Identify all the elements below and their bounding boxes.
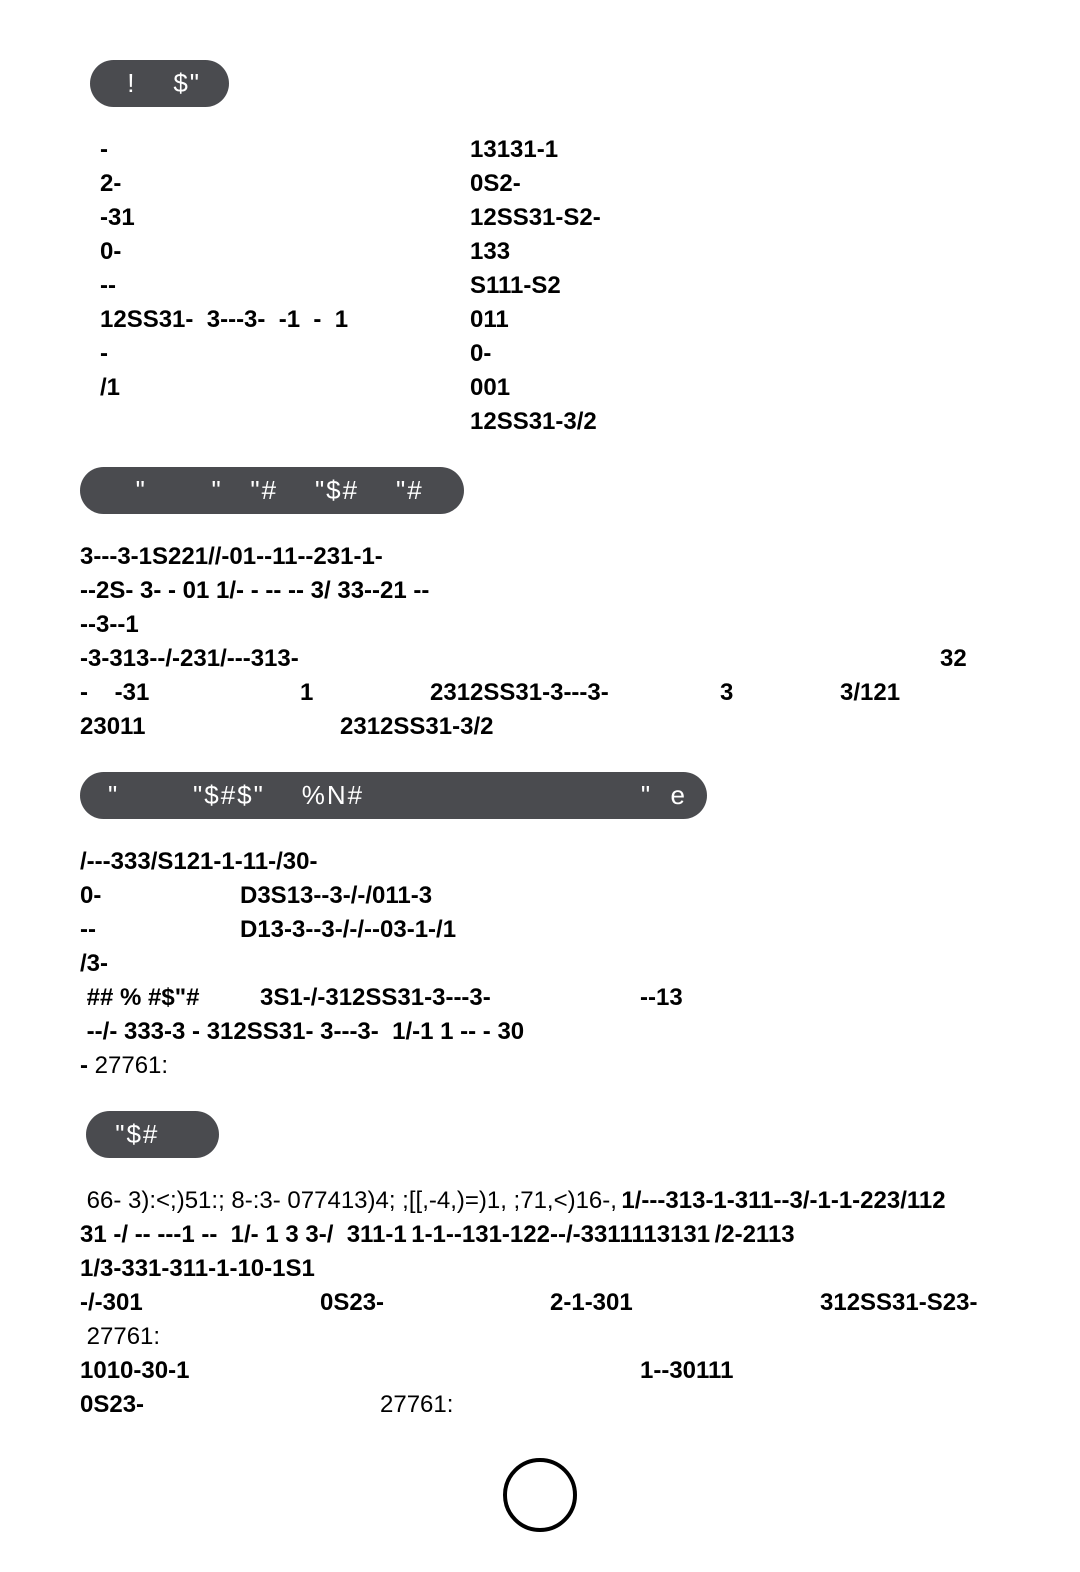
s2-row3: -3-313--/-231/---313- 32 bbox=[80, 642, 1000, 676]
s1-r4: S111-S2 bbox=[470, 269, 890, 303]
s4-l8: 27761: bbox=[80, 1323, 160, 1350]
s2-row4: - -31 1 2312SS31-3---3- 3 3/121 bbox=[80, 676, 1000, 710]
s4-l5: /2-2113 bbox=[715, 1221, 795, 1248]
section-1-header-pill: ! $" bbox=[90, 60, 229, 107]
s3-row2-l: 0- bbox=[80, 879, 240, 913]
s3-row3-r: D13-3--3-/-/--03-1-/1 bbox=[240, 913, 456, 947]
s2-row5: 23011 2312SS31-3/2 bbox=[80, 710, 1000, 744]
s1-l0: - bbox=[100, 133, 470, 167]
s2-row4-c2: 1 bbox=[300, 676, 430, 710]
s1-r5: 011 bbox=[470, 303, 890, 337]
section-2-header-pill: " " "# "$# "# bbox=[80, 467, 464, 514]
s2-row4-c5: 3/121 bbox=[840, 676, 900, 710]
footer-circle-wrap bbox=[80, 1450, 1000, 1532]
document-page: ! $" - 2- -31 0- -- 12SS31- 3---3- -1 - … bbox=[0, 0, 1080, 1572]
s4-row7-c1: -/-301 bbox=[80, 1286, 320, 1320]
s1-r0: 13131-1 bbox=[470, 133, 890, 167]
s4-row10-c2: 27761: bbox=[380, 1388, 453, 1422]
footer-circle-icon bbox=[503, 1458, 577, 1532]
s3-row2-r: D3S13--3-/-/011-3 bbox=[240, 879, 432, 913]
s4-row9-c1: 1010-30-1 bbox=[80, 1354, 640, 1388]
s4-row7-c4: 312SS31-S23- bbox=[820, 1286, 977, 1320]
section-1-header-text: ! $" bbox=[118, 68, 201, 98]
section-1-left-col: - 2- -31 0- -- 12SS31- 3---3- -1 - 1 - /… bbox=[100, 133, 470, 439]
s4-row10-c1: 0S23- bbox=[80, 1388, 380, 1422]
s2-row5-c1: 23011 bbox=[80, 710, 340, 744]
s1-r1: 0S2- bbox=[470, 167, 890, 201]
s4-row9: 1010-30-1 1--30111 bbox=[80, 1354, 1000, 1388]
section-1-body: - 2- -31 0- -- 12SS31- 3---3- -1 - 1 - /… bbox=[100, 133, 1000, 439]
section-3-body: /---333/S121-1-11-/30- 0- D3S13--3-/-/01… bbox=[80, 845, 1000, 1083]
s2-row4-c3: 2312SS31-3---3- bbox=[430, 676, 720, 710]
s2-row5-c2: 2312SS31-3/2 bbox=[340, 710, 493, 744]
section-1-right-col: 13131-1 0S2- 12SS31-S2- 133 S111-S2 011 … bbox=[470, 133, 890, 439]
s3-row7: - 27761: bbox=[80, 1049, 1000, 1083]
s3-row5: ## % #$"# 3S1-/-312SS31-3---3- --13 bbox=[80, 981, 1000, 1015]
s1-l4: -- bbox=[100, 269, 470, 303]
s2-l1: --2S- 3- - 01 1/- - -- -- 3/ 33--21 -- bbox=[80, 574, 1000, 608]
s3-row7-label: - bbox=[80, 1049, 88, 1083]
s3-row7-value: 27761: bbox=[88, 1049, 168, 1083]
section-2-header-text: " " "# "$# "# bbox=[108, 475, 424, 505]
s4-row9-c2: 1--30111 bbox=[640, 1354, 733, 1388]
s3-row3-l: -- bbox=[80, 913, 240, 947]
section-2-body: 3---3-1S221//-01--11--231-1- --2S- 3- - … bbox=[80, 540, 1000, 744]
s4-l3: 31 -/ -- ---1 -- 1/- 1 3 3-/ 311-1 bbox=[80, 1221, 407, 1248]
s3-l4: /3- bbox=[80, 950, 108, 977]
s3-row3: -- D13-3--3-/-/--03-1-/1 bbox=[80, 913, 1000, 947]
s1-r2: 12SS31-S2- bbox=[470, 201, 890, 235]
s3-l6: --/- 333-3 - 312SS31- 3---3- 1/-1 1 -- -… bbox=[80, 1018, 524, 1045]
s4-l4: 1-1--131-122--/-3311113131 bbox=[411, 1221, 710, 1248]
s4-l2: 1/---313-1-311--3/-1-1-223/112 bbox=[621, 1187, 945, 1214]
s1-l6: - bbox=[100, 337, 470, 371]
s4-l6: 1/3-331-311-1-10-1S1 bbox=[80, 1255, 315, 1282]
section-3-header-text: " "$#$" %N# " e bbox=[108, 780, 687, 810]
s1-l8: /1 bbox=[100, 371, 470, 405]
s4-l1: 66- 3):<;)51:; 8-:3- 077413)4; ;[[,-4,)=… bbox=[80, 1187, 617, 1214]
s2-l0: 3---3-1S221//-01--11--231-1- bbox=[80, 540, 1000, 574]
section-4-body: 66- 3):<;)51:; 8-:3- 077413)4; ;[[,-4,)=… bbox=[80, 1184, 1000, 1422]
s4-row7: -/-301 0S23- 2-1-301 312SS31-S23- bbox=[80, 1286, 1000, 1320]
s2-l2: --3--1 bbox=[80, 608, 1000, 642]
section-3-header-pill: " "$#$" %N# " e bbox=[80, 772, 707, 819]
s1-r8: 12SS31-3/2 bbox=[470, 405, 890, 439]
s3-row5-m: 3S1-/-312SS31-3---3- bbox=[260, 981, 640, 1015]
s4-row7-c2: 0S23- bbox=[320, 1286, 550, 1320]
s1-l5: 12SS31- 3---3- -1 - 1 bbox=[100, 303, 470, 337]
s1-l1: 2- bbox=[100, 167, 470, 201]
section-4-header-text: "$# bbox=[106, 1119, 159, 1149]
section-4-header-pill: "$# bbox=[86, 1111, 219, 1158]
s4-row7-c3: 2-1-301 bbox=[550, 1286, 820, 1320]
s3-row5-r: --13 bbox=[640, 981, 683, 1015]
s1-r3: 133 bbox=[470, 235, 890, 269]
s2-row4-c1: - -31 bbox=[80, 676, 300, 710]
s1-l2: -31 bbox=[100, 201, 470, 235]
s1-r7: 001 bbox=[470, 371, 890, 405]
s2-row4-c4: 3 bbox=[720, 676, 840, 710]
s2-row3-l: -3-313--/-231/---313- bbox=[80, 642, 940, 676]
s3-row2: 0- D3S13--3-/-/011-3 bbox=[80, 879, 1000, 913]
s1-l3: 0- bbox=[100, 235, 470, 269]
s1-r6: 0- bbox=[470, 337, 890, 371]
s3-row5-l: ## % #$"# bbox=[80, 981, 260, 1015]
s2-row3-r: 32 bbox=[940, 642, 967, 676]
s3-l1: /---333/S121-1-11-/30- bbox=[80, 848, 317, 875]
s4-row10: 0S23- 27761: bbox=[80, 1388, 1000, 1422]
